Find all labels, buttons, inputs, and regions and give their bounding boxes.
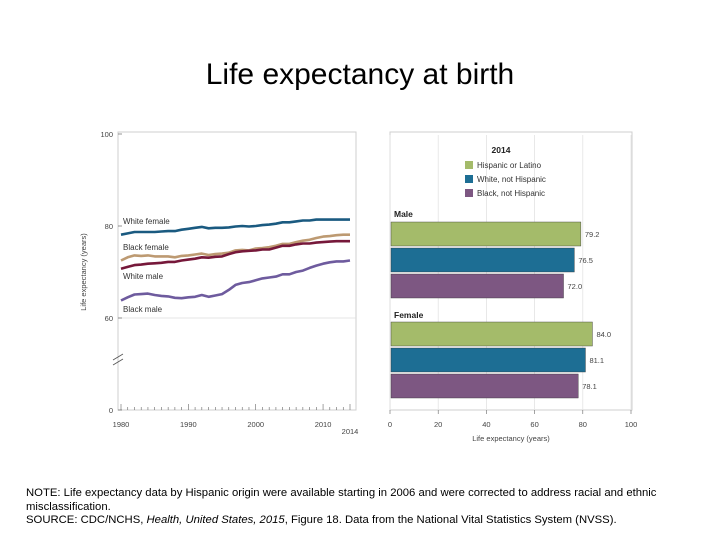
note-text: NOTE: Life expectancy data by Hispanic o…: [26, 487, 657, 513]
source-suffix: , Figure 18. Data from the National Vita…: [284, 514, 617, 526]
bar-value-label: 81.1: [589, 356, 604, 365]
bar-x-axis-label: Life expectancy (years): [472, 434, 550, 443]
line-y-ticks: 0 60 80 100: [100, 130, 122, 415]
legend-swatch-hispanic: [465, 161, 473, 169]
x-tick-label: 2010: [315, 420, 332, 429]
bar-male-1: [390, 247, 575, 273]
bar-x-tick-label: 40: [482, 420, 490, 429]
source-title: Health, United States, 2015: [146, 514, 285, 526]
footnote: NOTE: Life expectancy data by Hispanic o…: [26, 487, 706, 528]
bar-x-tick-label: 80: [579, 420, 587, 429]
legend: Hispanic or Latino White, not Hispanic B…: [465, 161, 546, 198]
series-line-black-female: [120, 233, 350, 262]
bar-x-ticks: 0 20 40 60 80 100: [388, 410, 637, 429]
series-label-white-female: White female: [123, 217, 170, 226]
bar-female-1: [390, 347, 586, 373]
bar-value-label: 84.0: [596, 330, 611, 339]
x-tick-label: 2000: [247, 420, 264, 429]
bar-female-0: [390, 321, 593, 347]
series-line-white-female: [120, 218, 350, 236]
y-tick-label: 80: [105, 222, 113, 231]
group-label-female: Female: [394, 310, 424, 320]
bar-chart: 2014 Hispanic or Latino White, not Hispa…: [388, 131, 637, 443]
group-label-male: Male: [394, 209, 413, 219]
x-tick-label: 1990: [180, 420, 197, 429]
bar-group: 79.2 76.5 72.0 84.0 81.1 78.1: [390, 221, 611, 399]
legend-swatch-black: [465, 189, 473, 197]
source-prefix: SOURCE: CDC/NCHS,: [26, 514, 147, 526]
bar-male-0: [390, 221, 582, 247]
x-tick-label: 1980: [113, 420, 130, 429]
bar-value-label: 79.2: [585, 230, 600, 239]
y-tick-label: 60: [105, 314, 113, 323]
bar-value-label: 72.0: [568, 282, 583, 291]
charts-figure: 0 60 80 100 1980 1990 2000 2010 2014 Life expec…: [79, 130, 637, 443]
source-line: SOURCE: CDC/NCHS, Health, United States,…: [26, 514, 706, 528]
legend-label-black: Black, not Hispanic: [477, 189, 545, 198]
line-chart-frame: [117, 131, 357, 411]
legend-label-hispanic: Hispanic or Latino: [477, 161, 542, 170]
bar-value-label: 76.5: [578, 256, 593, 265]
bar-chart-title: 2014: [492, 145, 511, 155]
bar-male-2: [390, 273, 564, 299]
series-line-white-male: [120, 239, 350, 271]
legend-swatch-white: [465, 175, 473, 183]
bar-x-tick-label: 60: [530, 420, 538, 429]
page-title: Life expectancy at birth: [205, 58, 515, 91]
y-tick-label: 100: [100, 130, 113, 139]
bar-female-2: [390, 373, 579, 399]
bar-x-tick-label: 20: [434, 420, 442, 429]
line-series-group: [120, 218, 351, 302]
bar-value-label: 78.1: [582, 382, 597, 391]
legend-label-white: White, not Hispanic: [477, 175, 546, 184]
axis-break-icon: [112, 353, 124, 366]
bar-x-tick-label: 0: [388, 420, 392, 429]
series-label-black-female: Black female: [123, 243, 169, 252]
series-line-black-male: [120, 259, 351, 302]
x-tick-label: 2014: [342, 427, 359, 436]
line-x-ticks: 1980 1990 2000 2010 2014: [113, 404, 359, 436]
line-chart: 0 60 80 100 1980 1990 2000 2010 2014 Life expec…: [79, 130, 358, 436]
y-tick-label: 0: [109, 406, 113, 415]
series-label-white-male: White male: [123, 272, 164, 281]
series-label-black-male: Black male: [123, 305, 163, 314]
bar-x-tick-label: 100: [625, 420, 638, 429]
line-y-axis-label: Life expectancy (years): [79, 233, 88, 311]
